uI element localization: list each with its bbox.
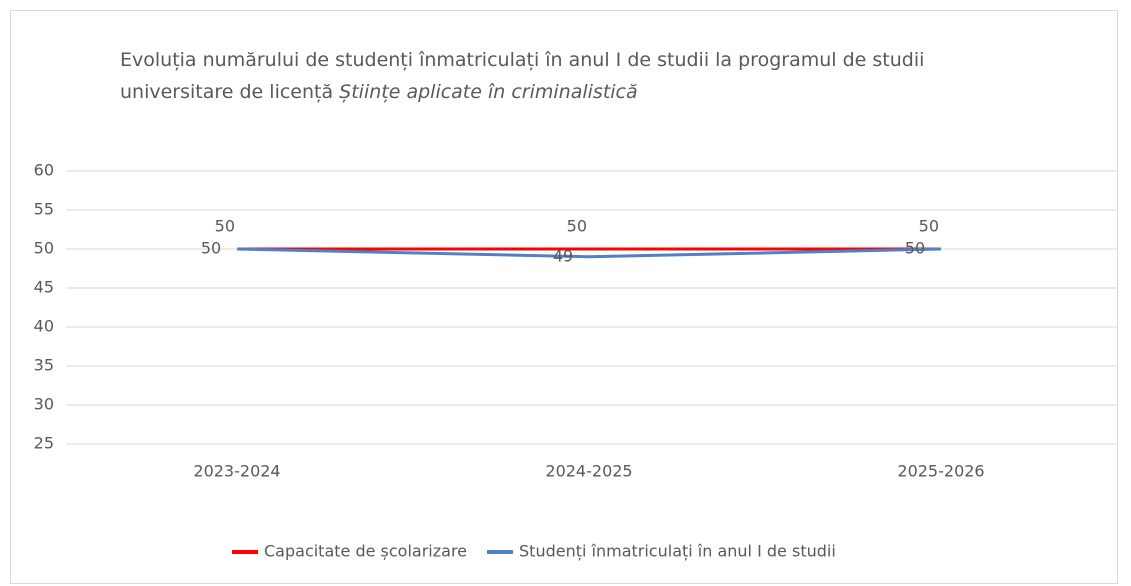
title-emphasis: Științe aplicate în criminalistică [339,81,638,103]
data-label: 50 [215,217,235,236]
data-label: 50 [919,217,939,236]
legend-label: Studenți înmatriculați în anul I de stud… [519,542,836,561]
data-label: 50 [567,217,587,236]
y-tick-label: 50 [34,239,54,258]
series-line [236,247,942,259]
y-tick-label: 60 [34,161,54,180]
chart-title: Evoluția numărului de studenți înmatricu… [120,44,1000,108]
y-tick-label: 30 [34,395,54,414]
y-tick-label: 40 [34,317,54,336]
data-label: 49 [553,246,573,265]
x-tick-label: 2023-2024 [193,462,280,481]
data-label: 50 [201,239,221,258]
y-tick-label: 25 [34,434,54,453]
y-tick-label: 45 [34,278,54,297]
title-text: Evoluția numărului de studenți înmatricu… [120,49,925,103]
y-tick-label: 35 [34,356,54,375]
x-tick-label: 2024-2025 [545,462,632,481]
data-label: 50 [905,239,925,258]
chart-frame [10,10,1118,584]
y-tick-label: 55 [34,200,54,219]
x-tick-label: 2025-2026 [897,462,984,481]
legend-label: Capacitate de școlarizare [264,542,467,561]
